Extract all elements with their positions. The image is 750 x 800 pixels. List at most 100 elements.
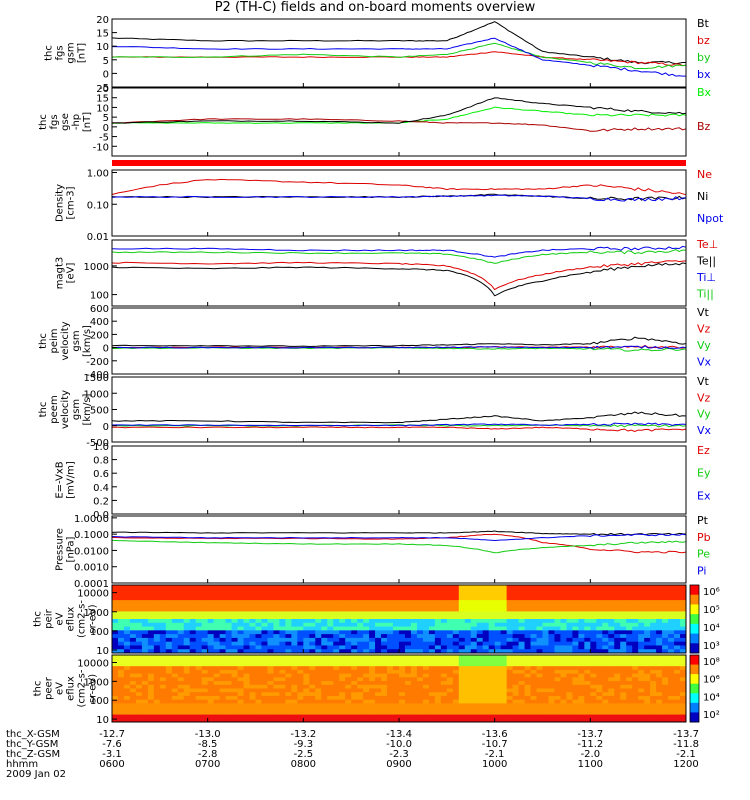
spectrogram-cell (554, 703, 561, 708)
spectrogram-cell (536, 707, 543, 712)
spectrogram-cell (620, 688, 627, 693)
spectrogram-cell (303, 592, 310, 597)
spectrogram-cell (363, 619, 370, 624)
time-axis-value: -2.1 (676, 749, 696, 760)
spectrogram-cell (279, 615, 286, 620)
spectrogram-cell (375, 699, 382, 704)
spectrogram-cell (620, 637, 627, 643)
spectrogram-cell (470, 684, 478, 689)
spectrogram-cell (614, 677, 621, 682)
spectrogram-cell (452, 626, 460, 631)
time-axis-value: -2.3 (389, 749, 409, 760)
spectrogram-cell (512, 645, 519, 650)
spectrogram-cell (674, 695, 681, 701)
spectrogram-cell (207, 669, 215, 675)
spectrogram-cell (112, 592, 119, 597)
y-tick-label: 0.0100 (74, 546, 109, 557)
spectrogram-cell (237, 710, 244, 715)
spectrogram-cell (578, 677, 585, 682)
spectrogram-cell (393, 714, 400, 719)
spectrogram-cell (273, 626, 280, 631)
spectrogram-cell (542, 699, 549, 704)
spectrogram-cell (590, 622, 597, 627)
y-axis-label: peir (44, 608, 55, 628)
spectrogram-cell (464, 718, 472, 723)
spectrogram-cell (261, 603, 268, 609)
spectrogram-cell (177, 588, 185, 593)
spectrogram-cell (608, 688, 615, 693)
spectrogram-cell (141, 718, 149, 723)
spectrogram-cell (237, 634, 244, 639)
spectrogram-cell (165, 588, 173, 593)
spectrogram-cell (333, 658, 340, 663)
spectrogram-cell (410, 703, 418, 708)
spectrogram-cell (530, 641, 537, 646)
spectrogram-cell (393, 692, 400, 697)
spectrogram-cell (458, 622, 466, 627)
spectrogram-cell (231, 703, 238, 708)
spectrogram-cell (554, 634, 561, 639)
spectrogram-cell (422, 645, 430, 650)
spectrogram-cell (620, 666, 627, 671)
spectrogram-cell (219, 607, 227, 612)
spectrogram-cell (416, 645, 424, 650)
spectrogram-cell (608, 634, 615, 639)
spectrogram-cell (363, 607, 370, 612)
spectrogram-cell (237, 596, 244, 601)
spectrogram-cell (512, 619, 519, 624)
spectrogram-cell (201, 645, 209, 650)
spectrogram-cell (123, 714, 131, 719)
spectrogram-cell (297, 658, 304, 663)
spectrogram-cell (470, 637, 478, 643)
spectrogram-cell (620, 714, 627, 719)
spectrogram-cell (249, 607, 256, 612)
spectrogram-cell (129, 714, 137, 719)
spectrogram-cell (159, 658, 167, 663)
spectrogram-cell (518, 677, 525, 682)
spectrogram-cell (112, 707, 119, 712)
spectrogram-cell (327, 710, 334, 715)
spectrogram-cell (375, 645, 382, 650)
spectrogram-cell (416, 714, 424, 719)
spectrogram-cell (153, 677, 161, 682)
y-tick-label: 0.0001 (74, 579, 109, 590)
spectrogram-cell (440, 688, 448, 693)
spectrogram-cell (327, 596, 334, 601)
spectrogram-cell (249, 588, 256, 593)
spectrogram-cell (351, 703, 358, 708)
spectrogram-cell (620, 684, 627, 689)
spectrogram-cell (590, 655, 597, 660)
spectrogram-cell (476, 588, 484, 593)
spectrogram-cell (464, 619, 472, 624)
spectrogram-cell (614, 622, 621, 627)
spectrogram-cell (614, 626, 621, 631)
spectrogram-cell (261, 688, 268, 693)
spectrogram-cell (464, 630, 472, 635)
spectrogram-cell (273, 619, 280, 624)
spectrogram-cell (554, 637, 561, 643)
spectrogram-cell (369, 611, 376, 616)
spectrogram-cell (458, 662, 466, 667)
spectrogram-cell (261, 673, 268, 678)
spectrogram-cell (602, 637, 609, 643)
spectrogram-cell (291, 596, 298, 601)
spectrogram-cell (542, 681, 549, 686)
time-axis-value: -2.8 (198, 749, 218, 760)
spectrogram-cell (674, 649, 681, 654)
spectrogram-cell (399, 699, 406, 704)
spectrogram-cell (566, 666, 573, 671)
spectrogram-cell (428, 645, 436, 650)
spectrogram-cell (446, 677, 454, 682)
spectrogram-cell (177, 666, 185, 671)
spectrogram-cell (404, 630, 412, 635)
spectrogram-cell (213, 703, 221, 708)
spectrogram-cell (279, 677, 286, 682)
legend-entry: Npot (697, 212, 724, 225)
spectrogram-cell (656, 634, 663, 639)
spectrogram-cell (464, 684, 472, 689)
spectrogram-cell (548, 645, 555, 650)
spectrogram-cell (261, 695, 268, 701)
spectrogram-cell (129, 634, 137, 639)
spectrogram-cell (177, 611, 185, 616)
spectrogram-cell (381, 710, 388, 715)
